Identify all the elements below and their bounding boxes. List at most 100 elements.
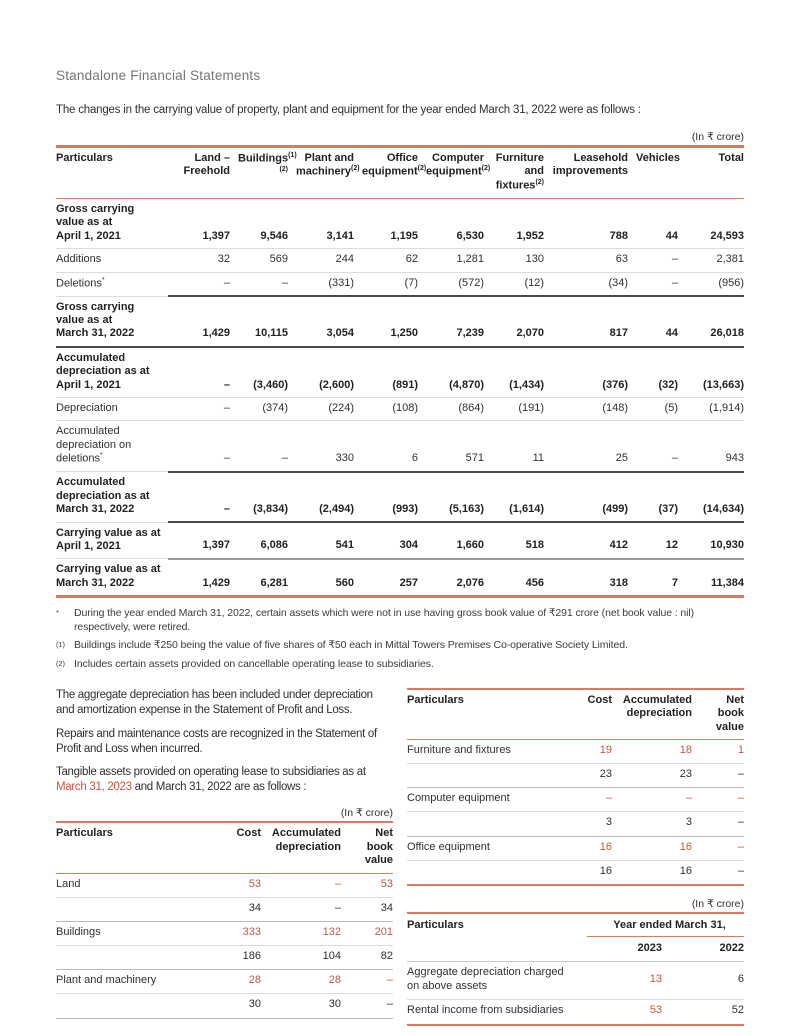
table-row: Accumulated depreciation as at April 1, … <box>56 346 744 398</box>
table-row: Carrying value as at April 1, 2021 1,397… <box>56 522 744 560</box>
table-row: 16 16 – <box>407 860 744 887</box>
cell: 6 <box>662 961 744 1001</box>
row-label: Plant and machinery <box>56 969 206 995</box>
intro-text: The changes in the carrying value of pro… <box>56 104 641 116</box>
unit-note-main: (In ₹ crore) <box>691 131 744 143</box>
cell: (572) <box>418 272 484 298</box>
cell: (993) <box>354 471 418 524</box>
cell: (5) <box>628 397 678 422</box>
cell: 201 <box>341 921 393 947</box>
row-label <box>56 897 206 922</box>
cell: 11,384 <box>678 558 744 599</box>
cell: (1,434) <box>484 346 544 398</box>
cell: (32) <box>628 346 678 398</box>
cell: 16 <box>557 860 612 887</box>
row-label <box>407 763 557 789</box>
cell: 11 <box>484 420 544 473</box>
year-table-header-row-1: Particulars Year ended March 31, <box>407 913 744 962</box>
unit-note-right: (In ₹ crore) <box>691 898 744 911</box>
footnote-text: During the year ended March 31, 2022, ce… <box>74 607 695 633</box>
report-page: Standalone Financial Statements The chan… <box>0 68 800 1035</box>
cell: (148) <box>544 397 628 422</box>
row-label: Accumulated depreciation as at March 31,… <box>56 471 168 523</box>
cell: (374) <box>230 397 288 422</box>
cell: 304 <box>354 522 418 560</box>
table-row: Land 53 – 53 <box>56 873 393 898</box>
row-label: Accumulated depreciation as at April 1, … <box>56 346 168 398</box>
ppe-col-total: Total <box>678 146 744 199</box>
cell: 10,930 <box>678 522 744 560</box>
row-label: Buildings <box>56 921 206 947</box>
cell: (499) <box>544 471 628 524</box>
cell: 3 <box>612 811 692 837</box>
cell: – <box>168 346 230 398</box>
cell: 1,397 <box>168 198 230 250</box>
year-comparison-table: Particulars Year ended March 31, 2023 20… <box>407 912 744 1027</box>
ppe-col-plant: Plant and machinery(2) <box>288 146 360 199</box>
table-row: Gross carrying value as at April 1, 2021… <box>56 198 744 250</box>
table-row: Office equipment 16 16 – <box>407 836 744 861</box>
cell: 34 <box>341 897 393 922</box>
cell: 560 <box>288 558 354 599</box>
table-row: Buildings 333 132 201 <box>56 921 393 947</box>
cell: (956) <box>678 272 744 298</box>
para-repairs-maintenance: Repairs and maintenance costs are recogn… <box>56 727 377 755</box>
col-net-book-value: Net book value <box>341 822 393 874</box>
subsidiary-lease-table: Particulars Cost Accumulated depreciatio… <box>407 687 744 887</box>
cell: 19 <box>557 739 612 765</box>
cell: (891) <box>354 346 418 398</box>
cell: 28 <box>261 969 341 995</box>
cell: 26,018 <box>678 296 744 348</box>
cell: – <box>692 836 744 861</box>
cell: – <box>612 787 692 813</box>
footnote-marker: (1) <box>56 640 65 650</box>
ppe-col-furniture: Furniture and fixtures(2) <box>484 146 544 199</box>
cell: 30 <box>206 993 261 1019</box>
table-row: Gross carrying value as at March 31, 202… <box>56 296 744 348</box>
cell: (1,614) <box>484 471 544 524</box>
table-row: Accumulated depreciation as at March 31,… <box>56 471 744 524</box>
lease-table: Particulars Cost Accumulated depreciatio… <box>56 821 393 1019</box>
row-label: Accumulated depreciation on deletions* <box>56 420 168 473</box>
cell: (2,494) <box>288 471 354 524</box>
cell: 1,397 <box>168 522 230 560</box>
cell: – <box>341 993 393 1019</box>
col-year-2022: 2022 <box>662 936 744 962</box>
cell: 23 <box>557 763 612 789</box>
cell: (224) <box>288 397 354 422</box>
cell: 817 <box>544 296 628 348</box>
table-row: Additions 32 569 244 62 1,281 130 63 – 2… <box>56 248 744 273</box>
cell: 333 <box>206 921 261 947</box>
footnote: (1) Buildings include ₹250 being the val… <box>56 639 744 653</box>
col-particulars: Particulars <box>56 822 206 874</box>
cell: 456 <box>484 558 544 599</box>
cell: – <box>168 272 230 298</box>
cell: – <box>168 420 230 473</box>
row-label: Land <box>56 873 206 898</box>
cell: 1,429 <box>168 558 230 599</box>
row-label: Additions <box>56 248 168 273</box>
table-row: Depreciation – (374) (224) (108) (864) (… <box>56 397 744 422</box>
ppe-col-computer: Computer equipment(2) <box>418 146 490 199</box>
col-accumulated-depreciation: Accumulated depreciation <box>612 688 692 740</box>
cell: 2,381 <box>678 248 744 273</box>
table-row: 186 104 82 <box>56 945 393 971</box>
two-column-section: The aggregate depreciation has been incl… <box>56 687 744 1027</box>
row-label <box>56 993 206 1019</box>
table-row: Accumulated depreciation on deletions* –… <box>56 420 744 473</box>
row-label <box>407 811 557 837</box>
ppe-header-row: Particulars Land – Freehold Buildings(1)… <box>56 146 744 199</box>
cell: 7 <box>628 558 678 599</box>
row-label: Rental income from subsidiaries <box>407 999 587 1027</box>
cell: 186 <box>206 945 261 971</box>
cell: 6,281 <box>230 558 288 599</box>
ppe-col-leasehold: Leasehold improvements <box>544 146 628 199</box>
cell: 1,281 <box>418 248 484 273</box>
cell: (376) <box>544 346 628 398</box>
cell: 53 <box>341 873 393 898</box>
year-table-header-row-2: 2023 2022 <box>407 936 744 962</box>
cell: 541 <box>288 522 354 560</box>
cell: 571 <box>418 420 484 473</box>
cell: 1,952 <box>484 198 544 250</box>
table-row: Aggregate depreciation charged on above … <box>407 961 744 1001</box>
